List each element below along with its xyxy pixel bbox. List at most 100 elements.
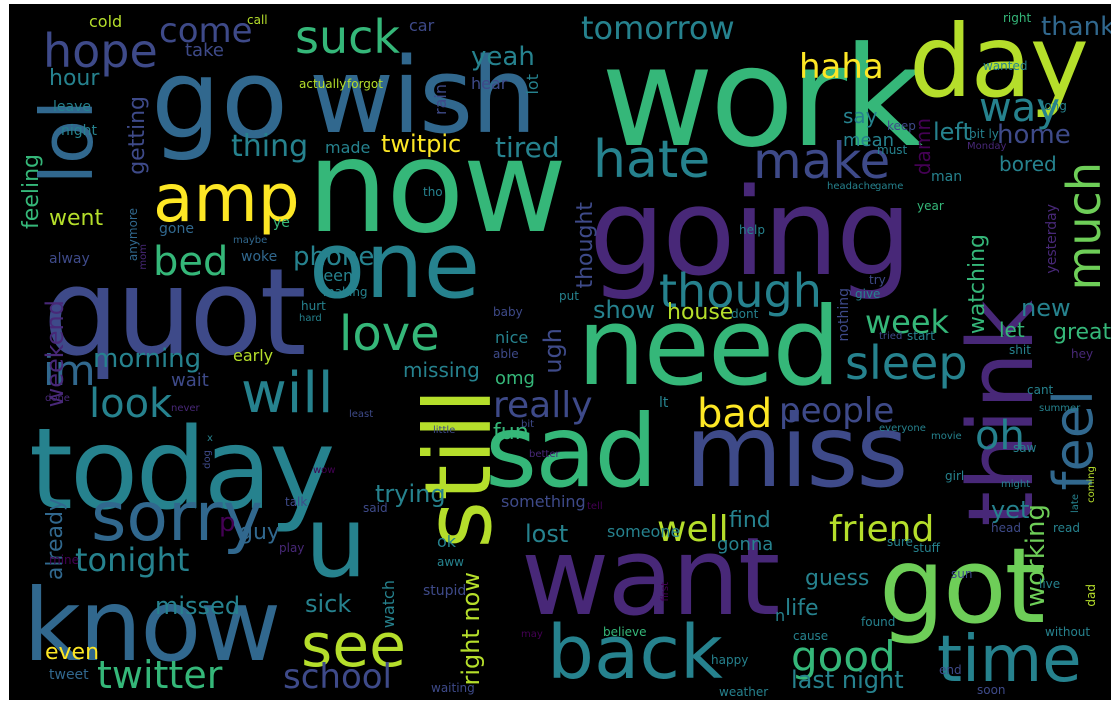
- word-wanted: wanted: [983, 59, 1028, 73]
- word-summer: summer: [1039, 403, 1081, 414]
- word-quot: quot: [43, 244, 307, 383]
- word-make: make: [753, 132, 891, 190]
- word-lost: lost: [525, 520, 569, 548]
- word-little: little: [433, 425, 456, 436]
- word-start: start: [907, 329, 935, 343]
- word-bored: bored: [999, 152, 1057, 176]
- word-im: im: [43, 346, 96, 395]
- word-see: see: [301, 611, 407, 681]
- word-good: good: [791, 632, 896, 681]
- word-take: take: [185, 40, 224, 61]
- word-play: play: [279, 541, 305, 555]
- word-tomorrow: tomorrow: [581, 9, 735, 47]
- word-aww: aww: [437, 555, 464, 569]
- word-sick: sick: [305, 590, 352, 618]
- word-maybe: maybe: [233, 235, 268, 246]
- word-already: already: [43, 498, 68, 581]
- word-guy: guy: [239, 520, 280, 545]
- word-ok: ok: [437, 532, 457, 551]
- word-way: way: [979, 85, 1060, 131]
- word-keep: keep: [887, 119, 916, 133]
- word-early: early: [233, 346, 274, 365]
- word-man: man: [931, 169, 963, 185]
- word-watch: watch: [379, 580, 398, 629]
- word-fun: fun: [493, 420, 529, 445]
- word-haha: haha: [799, 47, 884, 87]
- word-now: now: [307, 113, 567, 262]
- word-sleep: sleep: [845, 336, 968, 390]
- word-ugh: ugh: [539, 328, 567, 374]
- word-alway: alway: [49, 251, 90, 267]
- word-cant: cant: [1027, 383, 1054, 397]
- word-dont: dont: [731, 307, 759, 321]
- word-cloud-canvas: work now go wish day going quot one need…: [9, 4, 1111, 700]
- word-great: great: [1053, 320, 1111, 345]
- word-left: left: [933, 118, 972, 146]
- word-people: people: [779, 391, 895, 431]
- word-talk: talk: [285, 495, 308, 509]
- word-something: something: [501, 492, 586, 511]
- word-happy: happy: [711, 653, 749, 667]
- word-hear: hear: [471, 74, 508, 93]
- word-year: year: [917, 199, 944, 213]
- word-missed: missed: [155, 592, 241, 620]
- word-dad: dad: [1084, 584, 1098, 607]
- word-better: better: [529, 449, 560, 460]
- word-read: read: [1053, 521, 1081, 535]
- word-dog: dog: [202, 450, 213, 469]
- word-tired: tired: [495, 131, 560, 164]
- word-got: got: [879, 525, 1045, 647]
- word-hour: hour: [49, 66, 100, 91]
- word-feeling: feeling: [19, 154, 44, 229]
- word-able: able: [493, 347, 519, 361]
- word-day: day: [909, 4, 1089, 120]
- word-tonight: tonight: [75, 541, 190, 579]
- word-time: time: [937, 623, 1082, 697]
- word-love: love: [339, 306, 440, 362]
- word-going: going: [589, 164, 912, 303]
- word-watching: watching: [965, 234, 990, 335]
- word-miss: miss: [685, 393, 908, 510]
- word-cause: cause: [793, 629, 829, 643]
- word-cold: cold: [89, 12, 123, 31]
- word-know: know: [23, 567, 281, 684]
- word-weather: weather: [719, 685, 769, 699]
- word-girl: girl: [945, 469, 965, 483]
- word-stupid: stupid: [423, 583, 467, 599]
- word-hurt: hurt: [301, 299, 326, 313]
- word-saw: saw: [1013, 441, 1037, 455]
- word-phone: phone: [293, 242, 375, 272]
- word-seem: seem: [315, 266, 359, 285]
- word-head: head: [991, 521, 1021, 535]
- word-wow: wow: [313, 465, 336, 476]
- word-amp: amp: [153, 160, 300, 237]
- word-yeah: yeah: [471, 42, 535, 72]
- word-wish: wish: [309, 35, 537, 157]
- word-mean: mean: [843, 130, 895, 151]
- word-yesterday: yesterday: [1044, 204, 1060, 274]
- word-live: live: [1039, 577, 1061, 591]
- word-house: house: [667, 300, 734, 325]
- word-yet: yet: [991, 496, 1030, 524]
- word-hope: hope: [43, 24, 158, 78]
- word-baby: baby: [493, 305, 523, 319]
- word-sure: sure: [887, 535, 913, 549]
- word-try: try: [869, 273, 886, 287]
- word-right: right: [1003, 11, 1032, 25]
- word-sun: sun: [951, 567, 973, 581]
- word-end: end: [939, 663, 962, 677]
- word-coming: coming: [1086, 466, 1097, 503]
- word-work: work: [601, 17, 923, 178]
- word-said: said: [363, 501, 388, 515]
- word-gone: gone: [159, 221, 194, 237]
- word-getting: getting: [125, 96, 150, 175]
- word-ye: ye: [273, 215, 290, 231]
- word-soon: soon: [977, 683, 1006, 697]
- word-much: much: [1057, 162, 1111, 291]
- word-omg: omg: [495, 368, 535, 389]
- word-trying: trying: [375, 480, 446, 508]
- word-done: done: [45, 393, 70, 404]
- word-last-night: last night: [791, 666, 904, 694]
- word-look: look: [89, 381, 173, 427]
- word-bad: bad: [697, 391, 773, 437]
